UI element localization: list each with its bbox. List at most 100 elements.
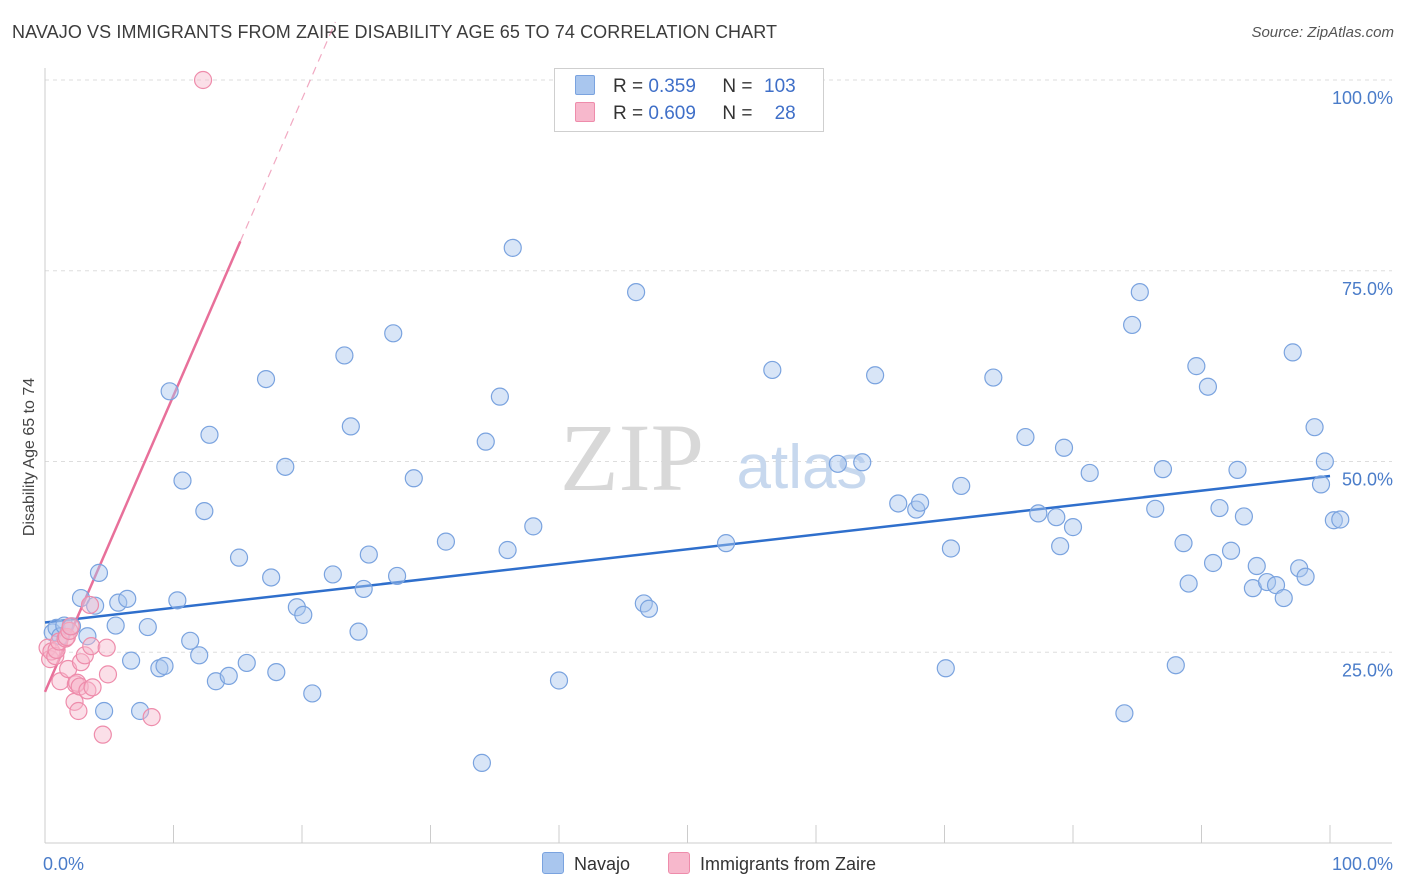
zaire-point [142,708,161,727]
navajo-point [86,596,105,615]
navajo-point [1080,463,1099,483]
navajo-point [436,532,456,551]
navajo-point [639,599,659,618]
legend-r-value: 0.609 [648,103,696,124]
navajo-point [476,432,495,451]
navajo-point [1047,508,1066,527]
navajo-point [1130,283,1149,302]
navajo-point [490,387,509,406]
legend-row-navajo: R = 0.359 N = 103 [575,75,796,99]
source-credit: Source: ZipAtlas.com [1251,24,1394,41]
navajo-point [472,753,491,772]
y-tick-label: 75.0% [1342,279,1393,299]
axes [44,68,1392,844]
navajo-point [1311,475,1331,494]
zaire-point [75,646,94,665]
navajo-point [155,656,174,676]
legend-n-label: N = [722,103,753,124]
navajo-point [1305,418,1324,437]
navajo-point [634,594,653,613]
navajo-point [109,593,128,612]
navajo-point [1054,438,1074,457]
navajo-point [354,579,373,599]
legend-r-label: R = [613,76,644,97]
legend-r-label: R = [613,103,644,124]
navajo-point [341,417,360,436]
zaire-point [78,681,97,700]
navajo-trend-line [44,474,1331,624]
navajo-point [106,616,125,635]
navajo-point [219,666,238,686]
navajo-point [1228,460,1247,479]
navajo-point [190,646,209,665]
navajo-point [1063,518,1083,537]
tick-labels: 25.0% 50.0% 75.0% 100.0% 0.0% 100.0% [43,88,1393,874]
data-points [38,70,1350,772]
navajo-point [936,659,955,678]
navajo-point [237,653,256,673]
zaire-point [61,617,80,636]
stats-legend: R = 0.359 N = 103 R = 0.609 N = 28 [554,68,824,132]
zaire-point [98,665,118,684]
y-axis-title: Disability Age 65 to 74 [21,378,38,536]
navajo-point [1016,427,1035,447]
navajo-point [195,501,214,521]
zaire-point [82,637,101,656]
zaire-point [97,638,116,657]
legend-row-zaire: R = 0.609 N = 28 [575,102,796,126]
navajo-point [1283,343,1302,362]
navajo-point [1234,507,1254,526]
legend-label-navajo: Navajo [574,854,631,874]
navajo-swatch [575,75,595,95]
navajo-point [1274,588,1293,608]
zaire-point [69,701,88,721]
navajo-point [168,591,187,610]
navajo-point [1123,315,1142,335]
navajo-point [984,368,1003,387]
navajo-point [1174,534,1193,553]
navajo-point [267,662,286,682]
navajo-point [1315,452,1334,471]
navajo-point [262,568,281,587]
navajo-point [335,346,354,365]
zaire-trend-line [43,240,242,693]
navajo-point [1247,556,1266,576]
navajo-point [78,627,97,646]
legend-n-label: N = [722,76,753,97]
zaire-point [93,725,112,744]
navajo-point [549,671,569,690]
watermark: ZIP atlas [560,404,867,511]
navajo-point [524,517,543,536]
navajo-point [1029,504,1048,523]
legend-label-zaire: Immigrants from Zaire [700,854,877,874]
navajo-point [1296,567,1315,586]
legend-item-zaire[interactable]: Immigrants from Zaire [668,852,876,875]
navajo-point [1187,357,1206,376]
navajo-point [866,366,885,385]
zaire-point [83,678,102,697]
legend-r-value: 0.359 [648,76,696,97]
navajo-point [828,454,847,473]
watermark-zip: ZIP [560,404,704,511]
navajo-point [200,425,219,444]
navajo-point [303,684,322,703]
navajo-point [1221,541,1241,560]
navajo-point [55,616,74,635]
navajo-point [1198,377,1218,396]
x-tick-label-max: 100.0% [1332,854,1393,874]
navajo-point [130,701,150,721]
navajo-point [952,476,971,496]
navajo-point [763,360,782,380]
navajo-point [404,469,423,488]
legend-n-value: 103 [764,76,796,97]
navajo-point [384,324,403,343]
navajo-point [503,238,522,257]
legend-item-navajo[interactable]: Navajo [542,852,630,875]
navajo-point [229,548,249,567]
navajo-point [1115,704,1134,723]
zaire-point [41,650,60,669]
navajo-point [1203,553,1223,573]
navajo-point [121,651,141,670]
navajo-point [498,540,517,560]
zaire-point [46,646,65,666]
